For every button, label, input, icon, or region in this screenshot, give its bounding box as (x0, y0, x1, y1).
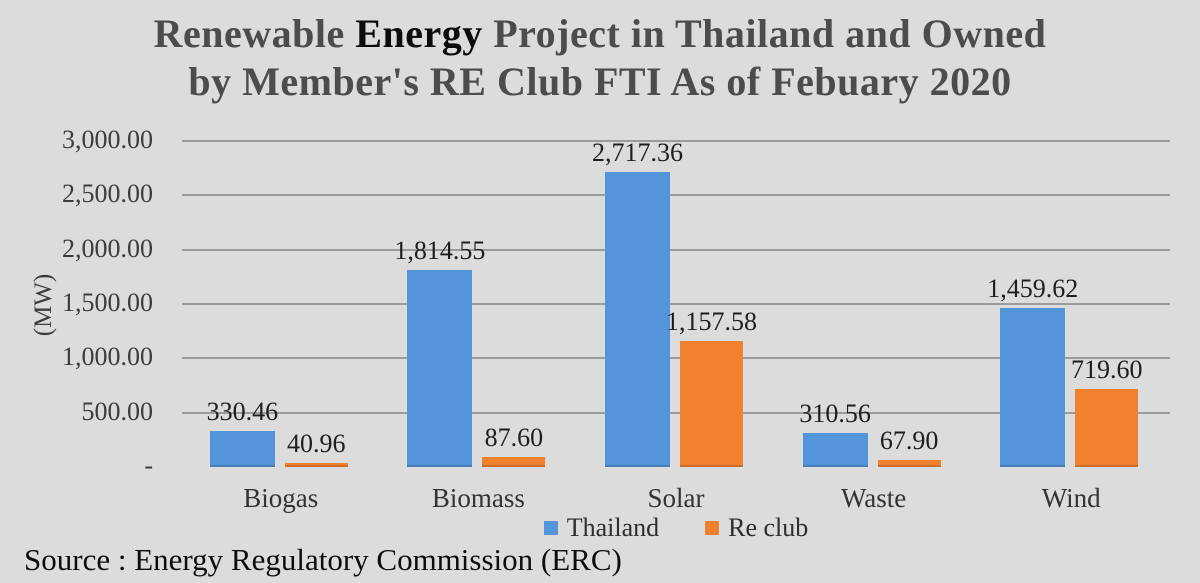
value-label-thailand-biogas: 330.46 (206, 397, 279, 427)
bar-re-club-solar (680, 341, 743, 467)
bar-re-club-wind (1075, 388, 1139, 467)
chart-title-line1: Renewable Energy Project in Thailand and… (0, 10, 1200, 58)
bar-thailand-waste (802, 433, 868, 467)
bar-thailand-biogas (209, 431, 275, 467)
value-label-thailand-waste: 310.56 (799, 399, 871, 429)
gridline-1000 (182, 357, 1170, 360)
value-label-thailand-wind: 1,459.62 (987, 274, 1079, 304)
value-label-re-club-biogas: 40.96 (287, 428, 346, 458)
legend-item-thailand: Thailand (543, 513, 660, 543)
legend-swatch-thailand (543, 521, 558, 535)
legend-swatch-re-club (705, 521, 720, 535)
plot-area: 330.46 40.96 1,814.55 87.60 2,717.36 1,157.58… (182, 137, 1170, 467)
bar-thailand-solar (605, 171, 670, 467)
value-label-thailand-solar: 2,717.36 (592, 137, 683, 167)
y-tick-label-2000: 2,000.00 (62, 233, 153, 263)
gridline-500 (182, 411, 1170, 414)
y-tick-label-1000: 1,000.00 (62, 342, 153, 372)
y-tick-label-3000: 3,000.00 (62, 125, 153, 154)
legend-label-thailand: Thailand (566, 513, 660, 542)
value-label-re-club-wind: 719.60 (1070, 354, 1143, 384)
chart-title: Renewable Energy Project in Thailand and… (0, 10, 1200, 106)
bar-thailand-wind (1000, 308, 1066, 467)
y-tick-label-0: - (144, 451, 153, 480)
y-tick-label-500: 500.00 (81, 396, 154, 426)
x-axis-label-biomass: Biomass (431, 483, 525, 513)
x-axis-label-wind: Wind (1041, 483, 1101, 513)
gridline-2500 (182, 194, 1170, 197)
legend-label-re-club: Re club (728, 513, 809, 542)
value-label-re-club-biomass: 87.60 (484, 423, 544, 453)
bar-re-club-biogas (284, 462, 348, 467)
bar-re-club-biomass (482, 457, 546, 467)
chart-title-line1-post: Project in Thailand and Owned (482, 11, 1047, 56)
bar-re-club-waste (877, 459, 941, 467)
value-label-thailand-biomass: 1,814.55 (394, 235, 486, 265)
y-tick-label-2500: 2,500.00 (62, 179, 153, 209)
source-note: Source : Energy Regulatory Commission (E… (24, 542, 622, 577)
gridline-1500 (182, 303, 1170, 305)
chart-title-line2: by Member's RE Club FTI As of Febuary 20… (188, 59, 1012, 104)
y-tick-label-1500: 1,500.00 (62, 288, 153, 317)
value-label-re-club-waste: 67.90 (879, 425, 939, 455)
chart-title-line1-pre: Renewable (153, 11, 356, 56)
gridline-2000 (182, 248, 1170, 251)
x-axis-label-solar: Solar (647, 483, 705, 513)
bar-thailand-biomass (407, 269, 473, 467)
x-axis-label-biogas: Biogas (243, 483, 319, 513)
gridline-3000 (182, 140, 1170, 142)
value-label-re-club-solar: 1,157.58 (666, 307, 757, 337)
legend-item-re-club: Re club (705, 513, 808, 543)
legend: Thailand Re club (182, 513, 1170, 543)
x-axis-label-waste: Waste (840, 483, 907, 513)
chart-title-line1-emphasis: Energy (355, 11, 483, 56)
